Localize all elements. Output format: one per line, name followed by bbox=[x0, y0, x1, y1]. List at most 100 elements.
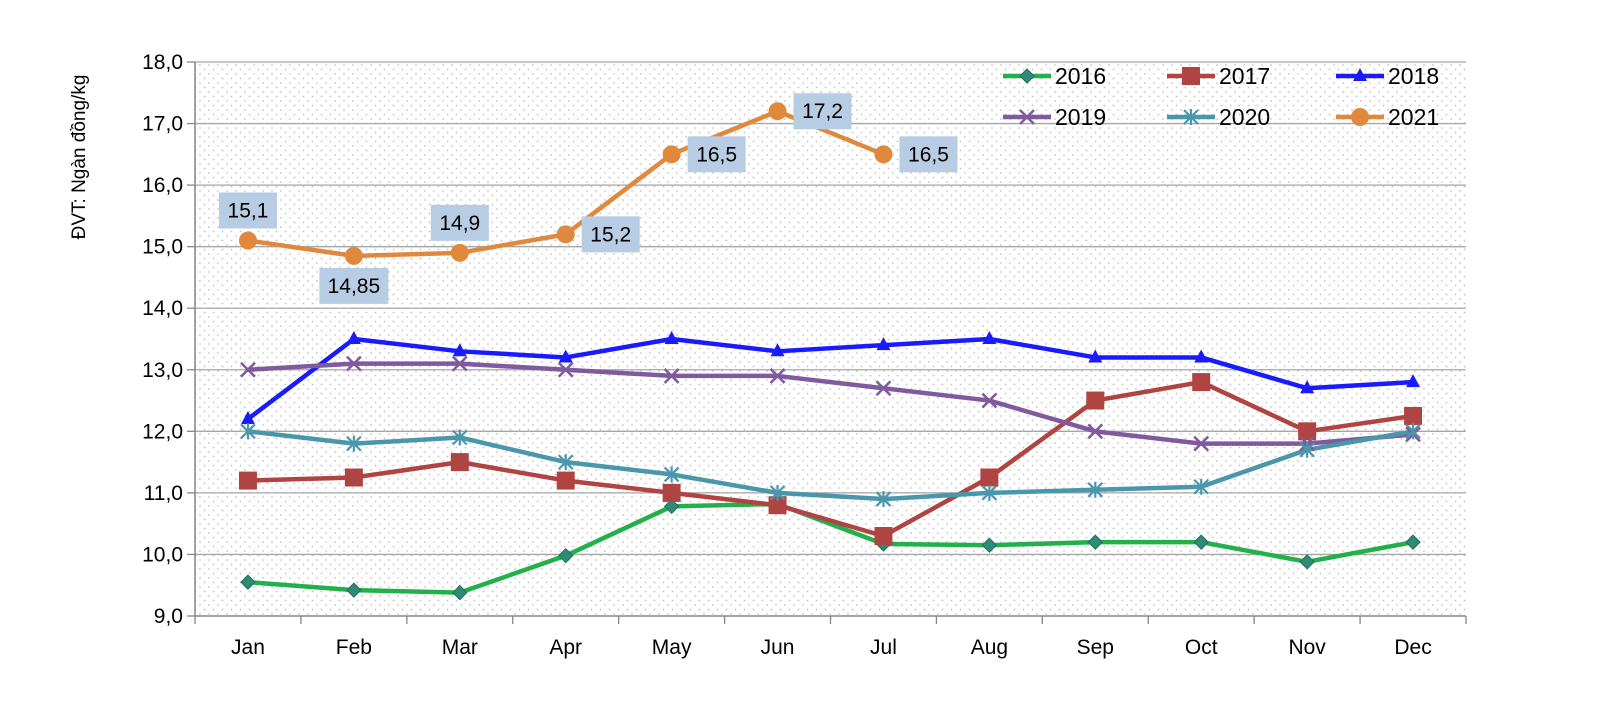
data-point-2018 bbox=[1194, 349, 1209, 363]
data-point-2018 bbox=[770, 343, 785, 357]
y-tick-label: 17,0 bbox=[142, 113, 183, 136]
legend-label: 2020 bbox=[1219, 104, 1270, 130]
data-point-2016 bbox=[240, 574, 256, 590]
data-label-box bbox=[899, 136, 958, 173]
legend-marker bbox=[1019, 109, 1035, 125]
x-tick-label: Dec bbox=[1394, 636, 1431, 659]
data-point-2017 bbox=[980, 468, 999, 487]
legend-marker bbox=[1183, 109, 1199, 125]
plot-area bbox=[195, 62, 1466, 616]
data-label-box bbox=[430, 204, 489, 241]
data-point-2018 bbox=[1300, 380, 1315, 394]
data-label-text: 14,9 bbox=[439, 212, 480, 235]
data-point-2017 bbox=[1298, 422, 1317, 441]
data-point-2016 bbox=[1299, 554, 1315, 570]
x-tick-label: Nov bbox=[1288, 636, 1326, 659]
data-label-text: 16,5 bbox=[908, 143, 949, 166]
legend-item-2018: 2018 bbox=[1336, 63, 1439, 89]
data-point-2018 bbox=[1406, 374, 1421, 388]
data-label-text: 17,2 bbox=[802, 100, 843, 123]
y-tick-label: 15,0 bbox=[142, 236, 183, 259]
y-axis-title: ĐVT: Ngàn đồng/kg bbox=[69, 75, 90, 240]
data-point-2021 bbox=[450, 243, 469, 262]
data-point-2018 bbox=[558, 349, 573, 363]
data-point-2016 bbox=[558, 547, 574, 564]
data-point-2019 bbox=[345, 355, 362, 372]
legend-label: 2019 bbox=[1055, 104, 1106, 130]
x-tick-label: Feb bbox=[336, 636, 372, 659]
data-point-2020 bbox=[875, 491, 892, 508]
data-point-2019 bbox=[875, 380, 892, 397]
legend-marker bbox=[1019, 68, 1035, 84]
series-line-2019 bbox=[245, 361, 1416, 446]
data-label: 16,5 bbox=[899, 136, 958, 173]
x-tick-label: Jun bbox=[761, 636, 795, 659]
legend-item-2020: 2020 bbox=[1167, 104, 1270, 130]
data-point-2020 bbox=[452, 429, 468, 446]
data-point-2018 bbox=[346, 331, 361, 344]
data-point-2019 bbox=[769, 368, 786, 384]
series-line-2018 bbox=[245, 336, 1416, 422]
data-point-2017 bbox=[238, 471, 257, 490]
data-point-2020 bbox=[769, 484, 786, 501]
x-tick-label: Aug bbox=[971, 636, 1008, 659]
legend-item-2017: 2017 bbox=[1167, 63, 1270, 89]
data-point-2016 bbox=[1087, 534, 1103, 550]
legend-item-2019: 2019 bbox=[1003, 104, 1106, 130]
data-point-2019 bbox=[1193, 435, 1210, 452]
data-point-2020 bbox=[1193, 478, 1209, 495]
data-point-2019 bbox=[557, 361, 574, 378]
data-point-2020 bbox=[1405, 423, 1421, 440]
y-tick-label: 16,0 bbox=[142, 174, 183, 197]
data-point-2016 bbox=[1405, 534, 1421, 550]
data-point-2018 bbox=[982, 331, 997, 344]
legend-marker bbox=[1353, 68, 1367, 81]
data-point-2018 bbox=[876, 337, 891, 351]
x-tick-label: Jul bbox=[870, 636, 897, 659]
data-label-text: 15,1 bbox=[228, 200, 269, 223]
series-markers bbox=[238, 102, 1423, 601]
data-label-text: 16,5 bbox=[696, 143, 737, 166]
data-point-2021 bbox=[874, 145, 893, 164]
data-point-2019 bbox=[240, 361, 256, 378]
data-point-2016 bbox=[663, 498, 680, 515]
legend-label: 2018 bbox=[1388, 63, 1439, 89]
data-point-2020 bbox=[240, 423, 256, 440]
data-point-2016 bbox=[452, 584, 468, 601]
data-point-2017 bbox=[1086, 391, 1105, 410]
grid-lines bbox=[195, 61, 1466, 556]
data-label-box bbox=[793, 93, 852, 130]
y-tick-label: 11,0 bbox=[144, 482, 183, 505]
data-point-2017 bbox=[556, 471, 575, 490]
data-point-2019 bbox=[663, 368, 680, 384]
y-tick-label: 18,0 bbox=[142, 51, 183, 74]
legend-item-2016: 2016 bbox=[1003, 63, 1106, 89]
legend-marker bbox=[1182, 67, 1200, 85]
data-point-2017 bbox=[1404, 406, 1423, 425]
y-tick-label: 13,0 bbox=[142, 359, 183, 382]
x-tick-label: Oct bbox=[1185, 636, 1218, 659]
y-tick-label: 14,0 bbox=[142, 297, 183, 320]
legend: 2016 2017 2018 2019 2020 2021 bbox=[1003, 63, 1439, 130]
x-tick-label: Mar bbox=[442, 636, 478, 659]
data-point-2016 bbox=[981, 537, 998, 553]
data-point-2021 bbox=[768, 102, 787, 121]
data-point-2018 bbox=[1088, 349, 1103, 363]
data-point-2021 bbox=[238, 231, 257, 250]
data-label-box bbox=[687, 136, 746, 173]
data-labels: 15,1 14,85 14,9 15,2 16,5 17,2 16,5 bbox=[218, 93, 958, 304]
data-label: 15,1 bbox=[218, 192, 277, 229]
data-point-2017 bbox=[344, 468, 363, 487]
data-label: 15,2 bbox=[581, 216, 640, 253]
data-point-2019 bbox=[1087, 423, 1104, 440]
data-point-2020 bbox=[1299, 441, 1315, 458]
y-tick-label: 9,0 bbox=[154, 605, 183, 628]
y-tick-label: 12,0 bbox=[142, 420, 183, 443]
data-point-2019 bbox=[451, 355, 468, 372]
data-point-2018 bbox=[240, 411, 255, 425]
data-point-2016 bbox=[346, 582, 362, 598]
data-point-2017 bbox=[1192, 373, 1211, 392]
axes: 9,0 10,0 11,0 12,0 13,0 14,0 15,0 16,0 17,0 18,0 J… bbox=[142, 51, 1467, 659]
y-tick-label: 10,0 bbox=[142, 543, 183, 566]
legend-label: 2016 bbox=[1055, 63, 1106, 89]
